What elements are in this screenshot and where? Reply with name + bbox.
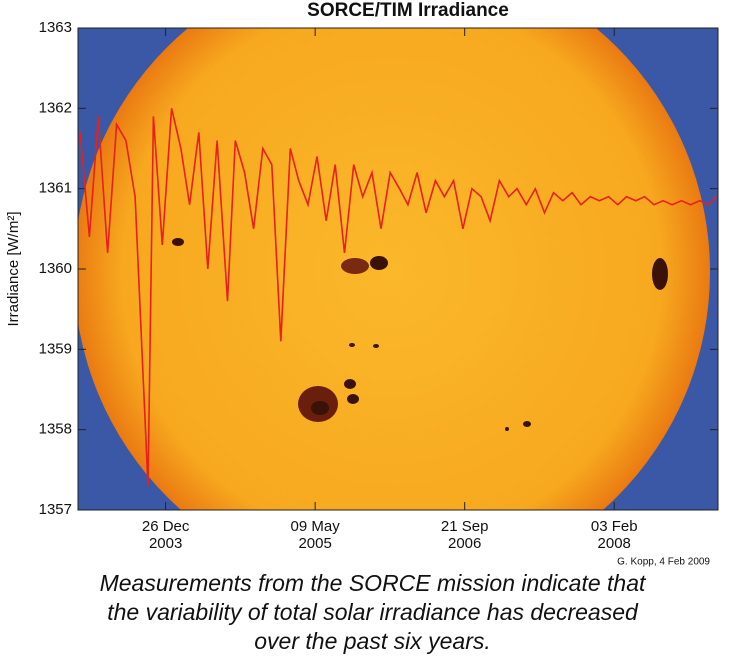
sunspots xyxy=(172,238,668,431)
x-tick-label: 09 May 2005 xyxy=(290,518,340,552)
y-tick-label: 1358 xyxy=(39,421,72,438)
irradiance-line xyxy=(79,108,718,486)
caption-line: over the past six years. xyxy=(254,628,491,654)
caption-line: Measurements from the SORCE mission indi… xyxy=(99,570,646,596)
background xyxy=(78,28,718,510)
y-tick-label: 1361 xyxy=(39,180,72,197)
caption-line: the variability of total solar irradianc… xyxy=(107,599,638,625)
y-tick-label: 1359 xyxy=(39,340,72,357)
chart-title: SORCE/TIM Irradiance xyxy=(307,0,509,21)
y-tick-label: 1362 xyxy=(39,99,72,116)
y-tick-label: 1363 xyxy=(39,19,72,36)
y-axis-label: Irradiance [W/m²] xyxy=(5,211,22,326)
y-tick-label: 1360 xyxy=(39,260,72,277)
x-tick-label: 26 Dec 2003 xyxy=(141,518,190,552)
x-tick-label: 03 Feb 2008 xyxy=(590,518,638,552)
credit: G. Kopp, 4 Feb 2009 xyxy=(617,557,710,568)
x-tick-label: 21 Sep 2006 xyxy=(440,518,489,552)
y-tick-label: 1357 xyxy=(39,501,72,518)
